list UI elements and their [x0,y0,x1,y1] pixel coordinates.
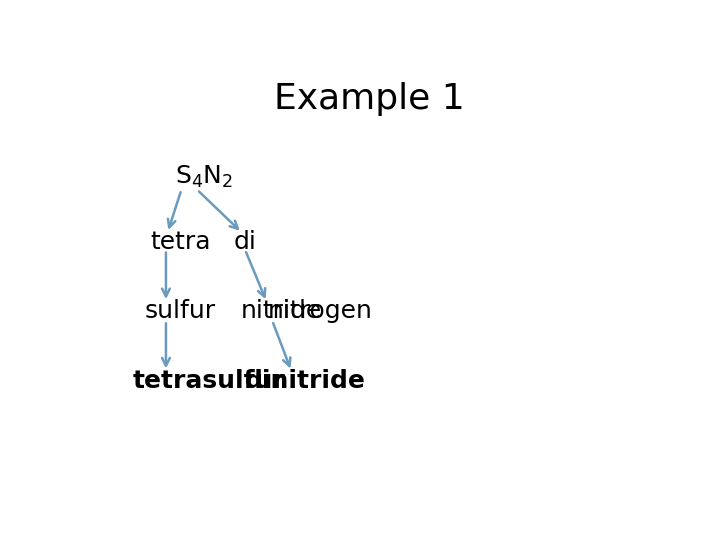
Text: dinitride: dinitride [245,368,366,393]
Text: Example 1: Example 1 [274,83,464,117]
Text: tetrasulfur: tetrasulfur [132,368,285,393]
Text: tetra: tetra [150,230,211,254]
Text: nitride: nitride [241,299,323,323]
Text: di: di [233,230,256,254]
Text: nitrogen: nitrogen [269,299,373,323]
Text: S$_4$N$_2$: S$_4$N$_2$ [175,163,233,190]
Text: sulfur: sulfur [144,299,215,323]
